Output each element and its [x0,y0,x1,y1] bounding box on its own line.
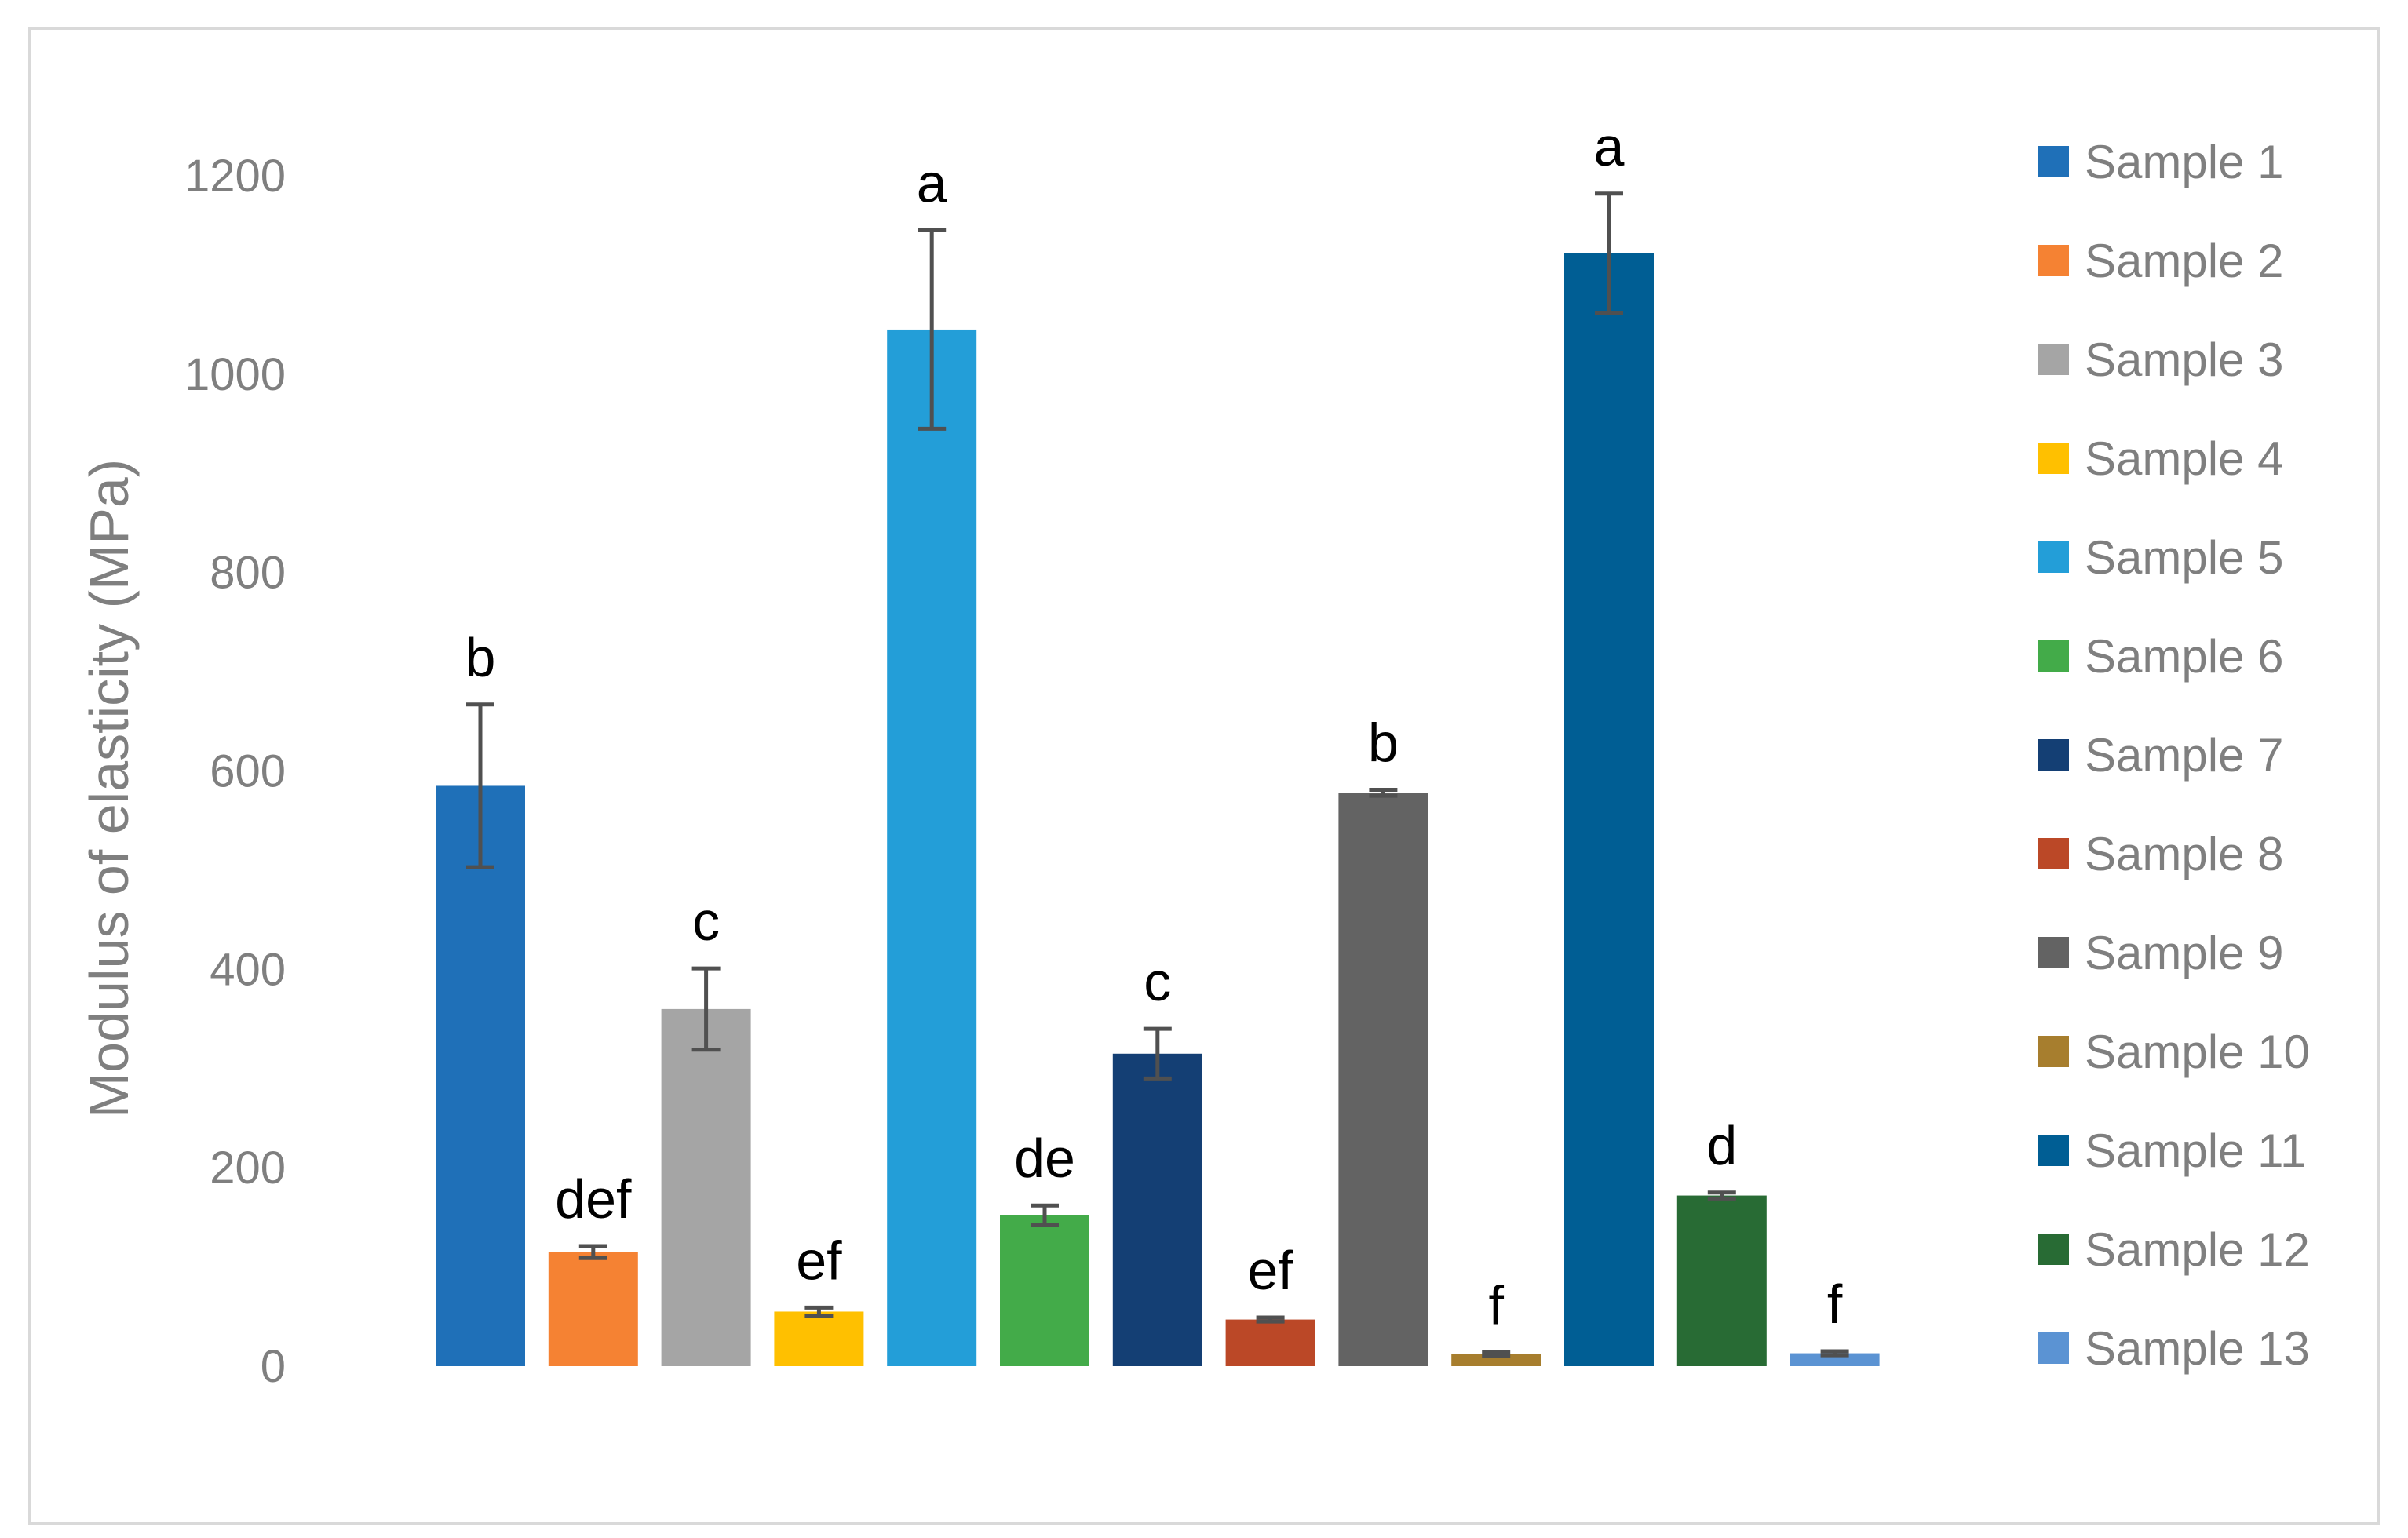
legend-label: Sample 6 [2085,630,2283,683]
y-tick-label: 200 [210,1143,286,1194]
significance-letter: c [1144,951,1171,1012]
legend-item: Sample 3 [2038,333,2283,386]
legend-item: Sample 12 [2038,1223,2310,1276]
bar [661,1008,751,1366]
y-tick-label: 0 [261,1341,286,1392]
legend-item: Sample 9 [2038,927,2283,979]
chart-frame [28,27,2380,1525]
error-bar [691,966,721,1052]
bars [436,253,1880,1367]
error-bar [578,1244,607,1260]
legend-label: Sample 1 [2085,136,2283,188]
bar [1112,1053,1202,1366]
error-bar [1031,1203,1059,1227]
y-tick-label: 800 [210,548,286,599]
significance-letter: ef [796,1230,842,1291]
error-bar [1820,1349,1849,1358]
significance-letter: de [1014,1128,1075,1189]
bar [1225,1319,1315,1366]
legend-label: Sample 5 [2085,531,2283,584]
legend-item: Sample 2 [2038,235,2283,287]
legend-swatch [2038,344,2069,375]
legend-item: Sample 1 [2038,136,2283,188]
legend-swatch [2038,245,2069,276]
significance-letter: a [1594,116,1625,177]
legend: Sample 1 Sample 2 Sample 3 Sample 4 Sample 5… [2038,136,2310,1375]
legend-label: Sample 4 [2085,432,2283,485]
legend-item: Sample 5 [2038,531,2283,584]
legend-item: Sample 10 [2038,1026,2310,1078]
legend-swatch [2038,146,2069,177]
bar [1564,253,1654,1367]
legend-item: Sample 8 [2038,828,2283,880]
bar [1000,1215,1089,1366]
significance-letter: def [555,1168,632,1230]
legend-label: Sample 8 [2085,828,2283,880]
error-bar [1369,788,1398,798]
significance-letters: b def c ef a de c ef b f a d f [465,116,1843,1336]
legend-swatch [2038,1234,2069,1265]
y-tick-label: 400 [210,944,286,995]
error-bar [1143,1026,1172,1081]
legend-swatch [2038,838,2069,869]
legend-swatch [2038,739,2069,771]
y-tick-label: 1200 [184,151,286,202]
legend-label: Sample 10 [2085,1026,2310,1078]
legend-item: Sample 13 [2038,1322,2310,1375]
bar [548,1252,638,1366]
error-bar [804,1305,834,1318]
error-bar [1482,1350,1511,1358]
bar [1676,1195,1767,1366]
bar [1790,1353,1880,1366]
error-bars [466,191,1849,1358]
error-bar [466,702,494,869]
significance-letter: d [1706,1115,1737,1176]
legend-label: Sample 13 [2085,1322,2310,1375]
significance-letter: b [1368,713,1399,774]
significance-letter: c [692,891,720,952]
significance-letter: a [917,153,947,214]
legend-label: Sample 7 [2085,729,2283,782]
legend-swatch [2038,640,2069,672]
legend-item: Sample 4 [2038,432,2283,485]
legend-swatch [2038,1036,2069,1067]
bar [436,785,525,1366]
bar [774,1311,864,1366]
legend-label: Sample 12 [2085,1223,2310,1276]
legend-swatch [2038,937,2069,968]
legend-item: Sample 6 [2038,630,2283,683]
significance-letter: b [465,627,496,688]
error-bar [1595,191,1623,315]
y-axis-title: Modulus of elasticity (MPa) [78,459,140,1118]
y-axis: 0 200 400 600 800 1000 1200 [184,151,286,1392]
legend-label: Sample 3 [2085,333,2283,386]
legend-swatch [2038,541,2069,573]
y-tick-label: 600 [210,746,286,797]
legend-label: Sample 11 [2085,1124,2306,1177]
legend-label: Sample 2 [2085,235,2283,287]
significance-letter: f [1488,1274,1504,1336]
legend-swatch [2038,1332,2069,1364]
bar [1451,1354,1541,1366]
significance-letter: ef [1247,1240,1293,1301]
bar [1338,793,1428,1366]
legend-swatch [2038,1135,2069,1166]
error-bar [918,228,947,431]
legend-item: Sample 11 [2038,1124,2306,1177]
y-tick-label: 1000 [184,349,286,400]
error-bar [1707,1190,1736,1201]
legend-swatch [2038,443,2069,474]
legend-item: Sample 7 [2038,729,2283,782]
legend-label: Sample 9 [2085,927,2283,979]
significance-letter: f [1827,1274,1843,1335]
bar [887,329,977,1367]
error-bar [1256,1315,1285,1324]
